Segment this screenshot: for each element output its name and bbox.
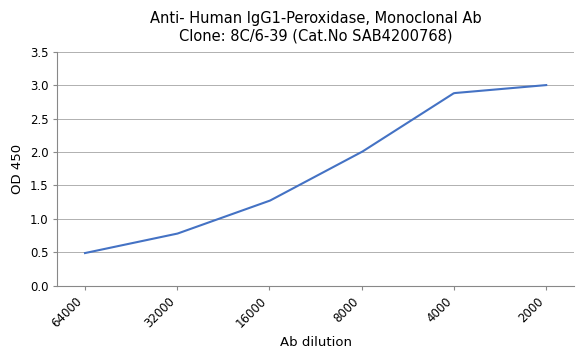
- Title: Anti- Human IgG1-Peroxidase, Monoclonal Ab
Clone: 8C/6-39 (Cat.No SAB4200768): Anti- Human IgG1-Peroxidase, Monoclonal …: [150, 11, 481, 44]
- X-axis label: Ab dilution: Ab dilution: [280, 336, 352, 349]
- Y-axis label: OD 450: OD 450: [11, 144, 24, 194]
